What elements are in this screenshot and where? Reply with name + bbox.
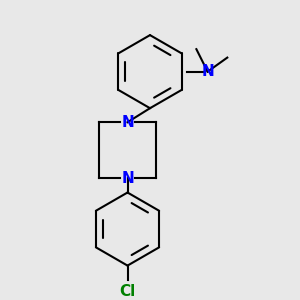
Text: N: N [121,171,134,186]
Text: N: N [121,115,134,130]
Text: Cl: Cl [119,284,136,299]
Text: N: N [201,64,214,79]
